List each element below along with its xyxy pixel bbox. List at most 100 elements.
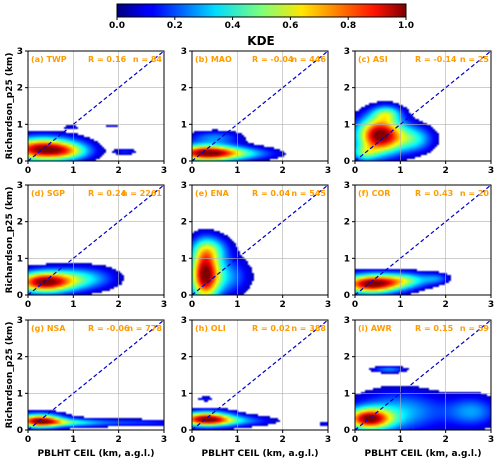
x-tick-label: 0	[25, 166, 31, 176]
panel-frame	[354, 184, 492, 296]
colorbar-tick-label: 0.0	[109, 21, 125, 31]
grid	[192, 51, 328, 161]
x-tick-label: 3	[488, 166, 494, 176]
x-tick-label: 0	[352, 166, 358, 176]
y-tick-label: 0	[344, 426, 350, 436]
panel-frame	[191, 319, 329, 431]
grid	[355, 51, 491, 161]
one-to-one-line	[27, 184, 165, 296]
y-tick-label: 2	[17, 353, 23, 363]
x-tick-label: 2	[443, 300, 449, 310]
x-tick-label: 1	[397, 435, 403, 445]
y-tick-label: 3	[344, 316, 350, 326]
panel-site-label: (h) OLI	[195, 324, 226, 333]
x-tick-label: 0	[352, 300, 358, 310]
x-tick-label: 2	[116, 166, 122, 176]
panel-frame	[191, 50, 329, 162]
panel-sample-size: n = 2261	[122, 189, 163, 198]
x-tick-label: 1	[234, 300, 240, 310]
panel-site-label: (g) NSA	[31, 324, 66, 333]
y-tick-label: 3	[344, 181, 350, 191]
panel-twp: 0 1 2 3 0 1 2 3 (a) TWP R = 0.16 n = 84 Richardson_…	[5, 47, 167, 176]
y-tick-label: 0	[181, 291, 187, 301]
y-tick-label: 0	[344, 291, 350, 301]
y-tick-label: 3	[17, 316, 23, 326]
y-tick-label: 0	[181, 426, 187, 436]
x-tick-label: 3	[325, 166, 331, 176]
y-tick-label: 1	[344, 389, 350, 399]
x-tick-label: 1	[70, 300, 76, 310]
one-to-one-line	[354, 50, 492, 162]
y-tick-label: 3	[181, 47, 187, 57]
x-tick-label: 2	[280, 166, 286, 176]
panel-sample-size: n = 778	[127, 324, 162, 333]
x-tick-label: 2	[443, 435, 449, 445]
y-tick-label: 1	[181, 254, 187, 264]
x-tick-label: 0	[25, 300, 31, 310]
x-tick-label: 1	[70, 435, 76, 445]
panel-correlation: R = 0.04	[252, 189, 291, 198]
panel-site-label: (a) TWP	[31, 55, 67, 64]
panel-oli: 0 1 2 3 0 1 2 3 (h) OLI R = 0.02 n = 388 PBLHT CEIL…	[181, 316, 331, 459]
one-to-one-line	[27, 319, 165, 431]
panel-sample-size: n = 25	[460, 55, 490, 64]
colorbar-tick-label: 0.8	[340, 21, 356, 31]
colorbar-ticks: 0.0 0.2 0.4 0.6 0.8 1.0	[109, 17, 414, 31]
colorbar-tick-label: 0.4	[225, 21, 241, 31]
one-to-one-line	[354, 319, 492, 431]
panel-correlation: R = 0.02	[252, 324, 290, 333]
panel-sample-size: n = 446	[291, 55, 326, 64]
panel-sample-size: n = 59	[460, 324, 490, 333]
panel-correlation: R = -0.04	[252, 55, 294, 64]
x-axis-label: PBLHT CEIL (km, a.g.l.)	[38, 449, 155, 459]
panel-correlation: R = -0.14	[415, 55, 457, 64]
y-tick-label: 1	[17, 120, 23, 130]
panel-sample-size: n = 84	[133, 55, 163, 64]
grid	[28, 51, 164, 161]
x-tick-label: 0	[352, 435, 358, 445]
y-tick-label: 0	[344, 157, 350, 167]
one-to-one-line	[354, 184, 492, 296]
grid	[28, 185, 164, 295]
y-tick-label: 2	[181, 218, 187, 228]
x-tick-label: 3	[161, 166, 167, 176]
y-tick-label: 2	[181, 353, 187, 363]
y-tick-label: 2	[17, 84, 23, 94]
y-tick-label: 2	[344, 353, 350, 363]
y-tick-label: 2	[344, 84, 350, 94]
x-tick-label: 0	[189, 300, 195, 310]
x-axis-label: PBLHT CEIL (km, a.g.l.)	[365, 449, 482, 459]
y-axis-label: Richardson_p25 (km)	[5, 187, 15, 294]
y-tick-label: 3	[181, 316, 187, 326]
grid	[28, 320, 164, 430]
y-tick-label: 3	[181, 181, 187, 191]
y-tick-label: 1	[181, 389, 187, 399]
x-tick-label: 1	[397, 166, 403, 176]
panel-frame	[354, 50, 492, 162]
colorbar-tick-label: 0.6	[282, 21, 298, 31]
x-tick-label: 3	[325, 435, 331, 445]
x-tick-label: 1	[234, 435, 240, 445]
y-tick-label: 2	[344, 218, 350, 228]
x-tick-label: 2	[116, 435, 122, 445]
y-tick-label: 1	[17, 254, 23, 264]
one-to-one-line	[27, 50, 165, 162]
panel-correlation: R = 0.15	[415, 324, 454, 333]
panel-site-label: (e) ENA	[195, 189, 230, 198]
x-tick-label: 2	[280, 300, 286, 310]
x-tick-label: 1	[397, 300, 403, 310]
y-tick-label: 1	[344, 254, 350, 264]
one-to-one-line	[191, 50, 329, 162]
panel-nsa: 0 1 2 3 0 1 2 3 (g) NSA R = -0.06n = 778 Richardso…	[5, 316, 167, 459]
panel-sample-size: n = 545	[291, 189, 326, 198]
panel-sgp: 0 1 2 3 0 1 2 3 (d) SGP R = 0.24n = 2261 Richardso…	[5, 181, 167, 310]
x-tick-label: 3	[488, 300, 494, 310]
x-tick-label: 2	[116, 300, 122, 310]
y-tick-label: 3	[17, 181, 23, 191]
y-tick-label: 1	[344, 120, 350, 130]
x-tick-label: 2	[280, 435, 286, 445]
y-axis-label: Richardson_p25 (km)	[5, 322, 15, 429]
colorbar-label: KDE	[247, 34, 274, 48]
